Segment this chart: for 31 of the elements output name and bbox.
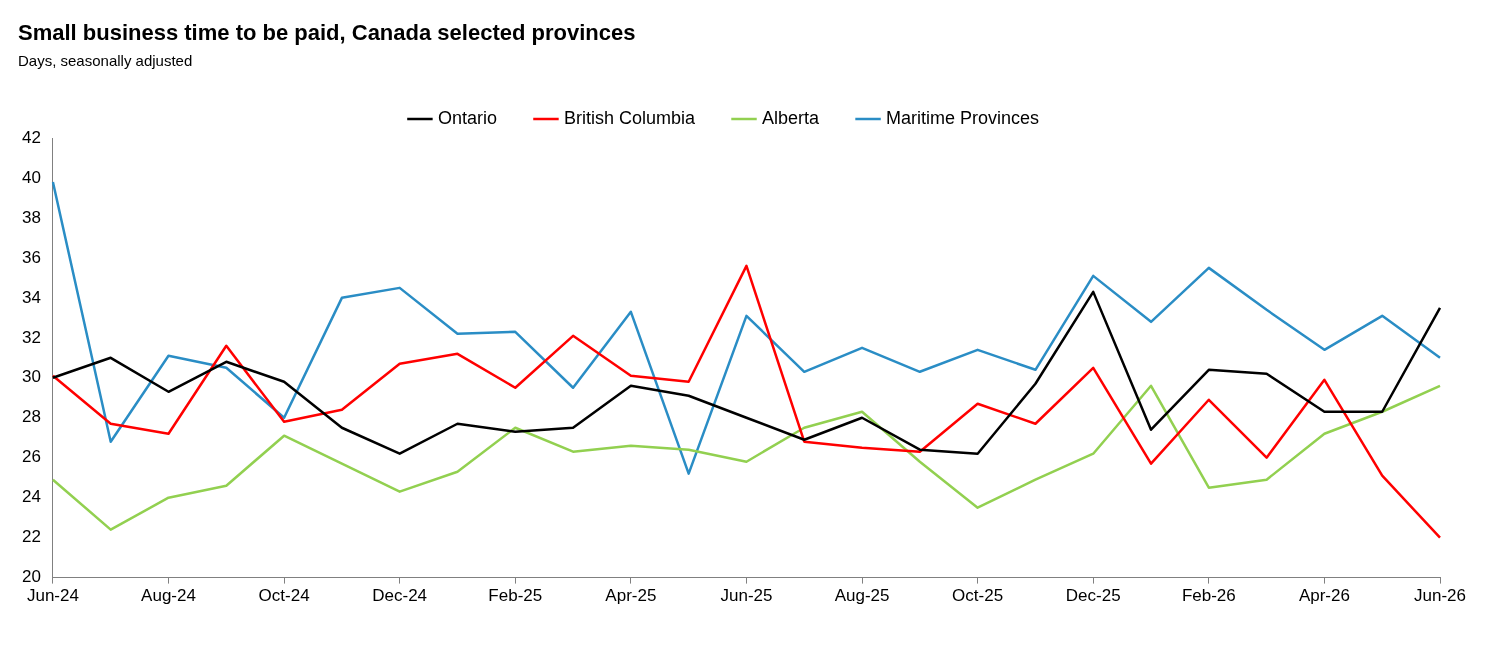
chart-title: Small business time to be paid, Canada selected provinces (18, 20, 636, 46)
y-tick-label: 28 (21, 407, 41, 427)
y-tick-label: 36 (21, 247, 41, 267)
y-tick-label: 30 (21, 367, 41, 387)
x-tick-label: Apr-26 (1298, 586, 1350, 606)
y-tick-label: 40 (21, 167, 41, 187)
legend-label: British Columbia (563, 107, 696, 128)
y-tick-label: 38 (21, 207, 41, 227)
x-tick-label: Apr-25 (605, 586, 657, 606)
x-tick-label: Aug-24 (141, 586, 196, 606)
x-tick-label: Dec-25 (1065, 586, 1121, 606)
x-tick-label: Jun-26 (1414, 586, 1466, 606)
legend-label: Alberta (762, 107, 821, 128)
y-tick-label: 42 (21, 127, 41, 147)
y-tick-label: 32 (21, 327, 41, 347)
y-tick-label: 20 (21, 567, 41, 587)
legend-label: Maritime Provinces (886, 107, 1040, 128)
x-tick-label: Oct-25 (952, 586, 1004, 606)
x-tick-label: Oct-24 (258, 586, 310, 606)
x-tick-label: Dec-24 (372, 586, 428, 606)
x-tick-label: Aug-25 (834, 586, 890, 606)
x-tick-label: Feb-26 (1181, 586, 1236, 606)
y-tick-label: 26 (21, 447, 41, 467)
y-tick-label: 22 (21, 527, 41, 547)
y-tick-label: 34 (21, 287, 41, 307)
x-tick-label: Jun-25 (720, 586, 773, 606)
legend-label: Ontario (437, 107, 497, 128)
chart-subtitle: Days, seasonally adjusted (18, 52, 193, 69)
x-tick-label: Feb-25 (488, 586, 543, 606)
x-tick-label: Jun-24 (26, 586, 79, 606)
y-tick-label: 24 (21, 487, 41, 507)
